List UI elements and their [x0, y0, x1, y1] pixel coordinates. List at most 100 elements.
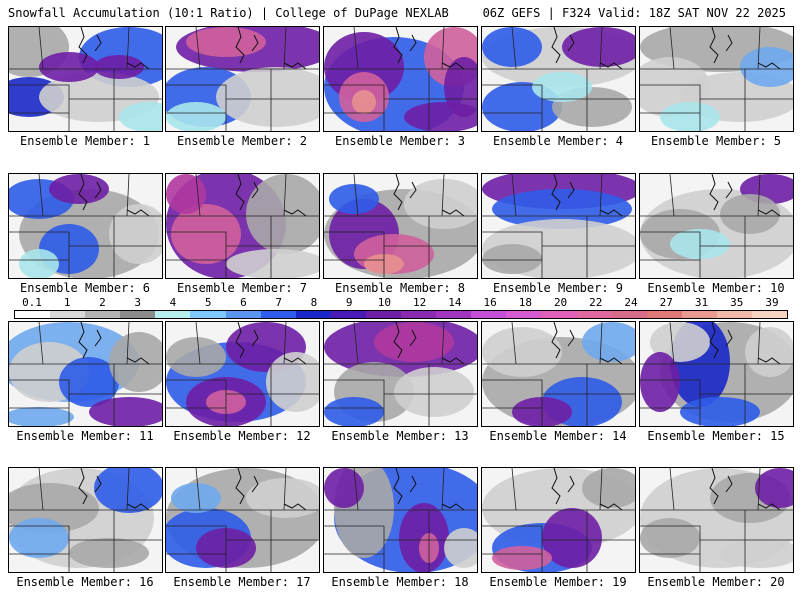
precip-area: [650, 322, 710, 362]
state-boundary: [9, 84, 70, 131]
ensemble-map-panel: [323, 467, 478, 573]
precip-area: [69, 538, 149, 568]
precip-area: [680, 397, 760, 426]
state-boundary: [283, 468, 287, 511]
state-boundary: [166, 231, 227, 278]
state-boundary: [353, 27, 359, 70]
colorbar-segment: [295, 311, 331, 318]
precip-area: [444, 57, 477, 117]
ensemble-member-label: Ensemble Member: 2: [176, 134, 308, 148]
coastline: [235, 468, 307, 511]
state-boundary: [126, 174, 130, 217]
ensemble-member-label: Ensemble Member: 12: [173, 429, 311, 443]
state-boundary: [283, 27, 287, 70]
ensemble-member-label: Ensemble Member: 3: [334, 134, 466, 148]
precip-area: [226, 249, 319, 278]
ensemble-member-label: Ensemble Member: 18: [331, 575, 469, 589]
ensemble-map-panel: [639, 26, 794, 132]
ensemble-map-panel: [323, 173, 478, 279]
state-boundary: [640, 525, 701, 572]
ensemble-member-label: Ensemble Member: 15: [647, 429, 785, 443]
colorbar-segment: [365, 311, 402, 318]
precip-area: [246, 174, 319, 254]
state-boundary: [324, 525, 385, 572]
ensemble-map-panel: [639, 173, 794, 279]
snowfall-map: [9, 27, 162, 131]
ensemble-map-panel: [639, 321, 794, 427]
ensemble-member-label: Ensemble Member: 20: [647, 575, 785, 589]
precip-area: [660, 102, 720, 131]
precip-area: [166, 337, 226, 377]
ensemble-map-panel: [481, 173, 636, 279]
state-boundary: [441, 27, 445, 70]
precip-area: [444, 528, 477, 568]
state-boundary: [669, 174, 675, 217]
precip-area: [720, 194, 780, 234]
colorbar-tick-label: 10: [377, 296, 391, 309]
ensemble-map-panel: [481, 467, 636, 573]
colorbar-tick-label: 35: [730, 296, 744, 309]
state-boundary: [353, 468, 359, 511]
precip-area: [166, 174, 206, 214]
state-boundary: [324, 379, 385, 426]
precip-area: [89, 397, 162, 426]
ensemble-map-panel: [639, 467, 794, 573]
colorbar-segment: [225, 311, 261, 318]
snowfall-map: [482, 468, 635, 572]
precip-area: [266, 352, 319, 412]
state-boundary: [283, 174, 287, 217]
precip-area: [582, 468, 635, 508]
state-boundary: [482, 379, 543, 426]
ensemble-member-label: Ensemble Member: 8: [334, 281, 466, 295]
ensemble-member-label: Ensemble Member: 11: [16, 429, 154, 443]
state-boundary: [599, 468, 603, 511]
state-boundary: [511, 27, 517, 70]
colorbar-tick-label: 24: [624, 296, 638, 309]
ensemble-map-panel: [323, 26, 478, 132]
precip-area: [720, 538, 793, 568]
snowfall-colorbar: [14, 310, 788, 319]
state-boundary: [195, 468, 201, 511]
precip-area: [404, 179, 477, 229]
colorbar-tick-label: 39: [765, 296, 779, 309]
colorbar-tick-label: 16: [483, 296, 497, 309]
coastline: [709, 174, 781, 217]
state-boundary: [166, 379, 227, 426]
coastline: [551, 322, 623, 365]
precip-area: [640, 518, 700, 558]
ensemble-map-panel: [8, 26, 163, 132]
snowfall-map: [640, 174, 793, 278]
coastline: [551, 27, 623, 70]
state-boundary: [441, 468, 445, 511]
coastline: [235, 174, 307, 217]
coastline: [393, 468, 465, 511]
colorbar-ticks: 0.1 1 2 3 4 5 6 7 8 9 10 12 14 16 18 20 22 24 27 31 35 39: [14, 296, 788, 309]
state-boundary: [669, 27, 675, 70]
ensemble-map-panel: [481, 26, 636, 132]
state-boundary: [757, 468, 761, 511]
snowfall-map: [9, 468, 162, 572]
snowfall-map: [166, 468, 319, 572]
colorbar-segment: [15, 311, 51, 318]
precip-area: [216, 67, 319, 127]
precip-area: [171, 483, 221, 513]
state-boundary: [599, 174, 603, 217]
colorbar-tick-label: 22: [589, 296, 603, 309]
precip-area: [492, 189, 632, 229]
snowfall-map: [166, 27, 319, 131]
ensemble-member-label: Ensemble Member: 14: [489, 429, 627, 443]
colorbar-segment: [611, 311, 647, 318]
precip-area: [394, 367, 474, 417]
snowfall-map: [166, 174, 319, 278]
coastline: [78, 468, 150, 511]
state-boundary: [640, 84, 701, 131]
ensemble-member-label: Ensemble Member: 17: [173, 575, 311, 589]
colorbar-tick-label: 3: [134, 296, 142, 309]
state-boundary: [441, 174, 445, 217]
ensemble-map-panel: [8, 173, 163, 279]
coastline: [551, 174, 623, 217]
state-boundary: [482, 525, 543, 572]
state-boundary: [195, 27, 201, 70]
coastline: [235, 27, 307, 70]
state-boundary: [38, 322, 44, 365]
